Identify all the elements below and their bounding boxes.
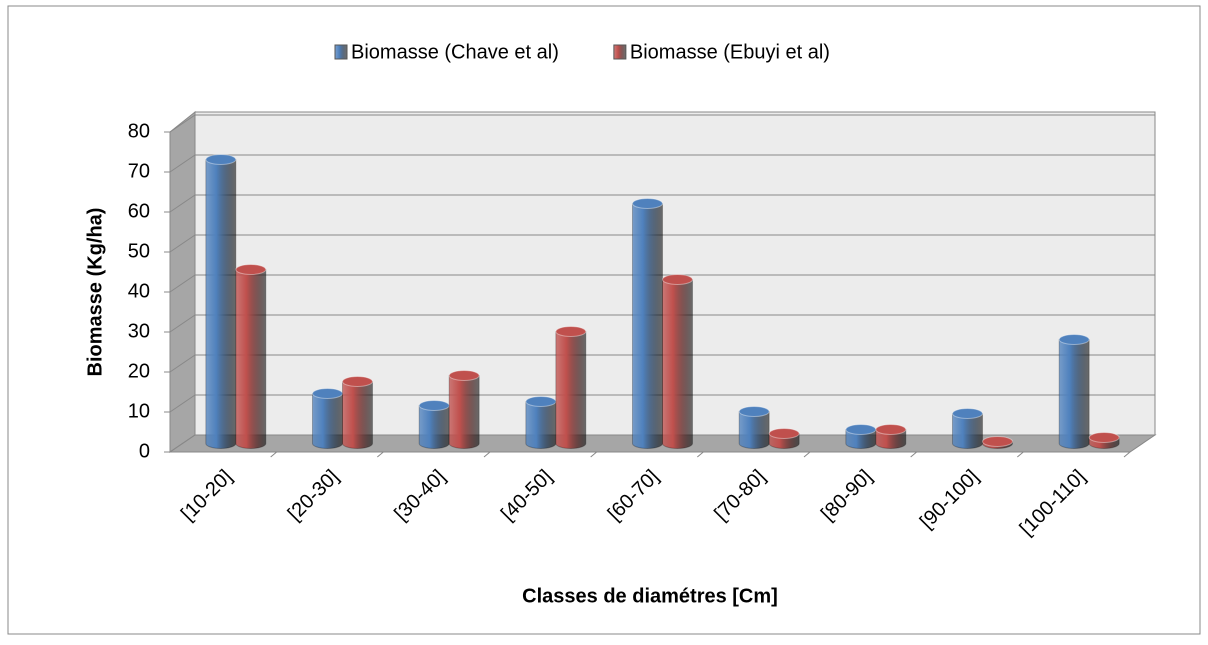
bar <box>875 429 907 449</box>
bar <box>312 393 343 449</box>
bar-top <box>875 424 907 435</box>
bar <box>845 429 877 449</box>
grid-line-side <box>169 314 196 333</box>
bar-top <box>1088 432 1120 443</box>
legend-label: Biomasse (Ebuyi et al) <box>630 41 830 63</box>
bar-top <box>235 264 267 275</box>
legend-label: Biomasse (Chave et al) <box>351 41 559 63</box>
y-axis-title: Biomasse (Kg/ha) <box>84 208 106 377</box>
bar-top <box>525 396 557 407</box>
bar <box>342 381 373 449</box>
y-tick-label: 70 <box>128 160 150 182</box>
bar-top <box>418 400 450 411</box>
grid-line-side <box>169 154 196 173</box>
bar-top <box>632 198 663 209</box>
bar-top <box>312 388 343 399</box>
x-axis-title: Classes de diamétres [Cm] <box>522 585 778 607</box>
grid-line-side <box>169 394 196 413</box>
x-tick <box>377 451 384 458</box>
bar <box>525 401 557 449</box>
y-tick-label: 0 <box>139 440 150 462</box>
bar <box>738 411 770 449</box>
bar <box>555 331 587 449</box>
bar <box>418 405 450 449</box>
x-tick <box>270 451 277 458</box>
x-tick <box>910 451 917 458</box>
y-tick-label: 50 <box>128 240 150 262</box>
bar-top <box>952 408 983 419</box>
x-tick <box>803 451 811 458</box>
bar-top <box>1058 334 1090 345</box>
bar-top <box>448 370 480 381</box>
y-tick-label: 30 <box>128 320 150 342</box>
bar-top <box>768 428 800 439</box>
bar <box>205 159 237 449</box>
x-tick <box>1123 451 1131 458</box>
bar-top <box>845 424 877 435</box>
bar <box>662 279 693 449</box>
bar-top <box>738 406 770 417</box>
bar-top <box>662 274 693 285</box>
bar <box>448 375 480 449</box>
x-tick <box>697 451 704 458</box>
y-tick-label: 60 <box>128 200 150 222</box>
bar-top <box>555 326 587 337</box>
grid-line-side <box>169 114 196 133</box>
bar-top <box>982 436 1013 447</box>
grid-line-side <box>169 354 196 373</box>
x-tick <box>590 451 597 458</box>
grid-line-side <box>169 234 196 253</box>
bar <box>1058 339 1090 449</box>
grid-line-side <box>169 434 196 453</box>
y-tick-label: 40 <box>128 280 150 302</box>
grid-line-side <box>169 194 196 213</box>
x-tick <box>483 451 491 458</box>
bar-top <box>342 376 373 387</box>
bar <box>952 413 983 449</box>
legend-swatch <box>613 44 627 60</box>
y-tick-label: 80 <box>128 120 150 142</box>
grid-line-side <box>169 274 196 293</box>
bar-top <box>205 154 237 165</box>
bar <box>235 269 267 449</box>
bar <box>632 203 663 449</box>
x-tick <box>1017 451 1024 458</box>
y-tick-label: 10 <box>128 400 150 422</box>
y-tick-label: 20 <box>128 360 150 382</box>
legend-swatch <box>334 44 348 60</box>
